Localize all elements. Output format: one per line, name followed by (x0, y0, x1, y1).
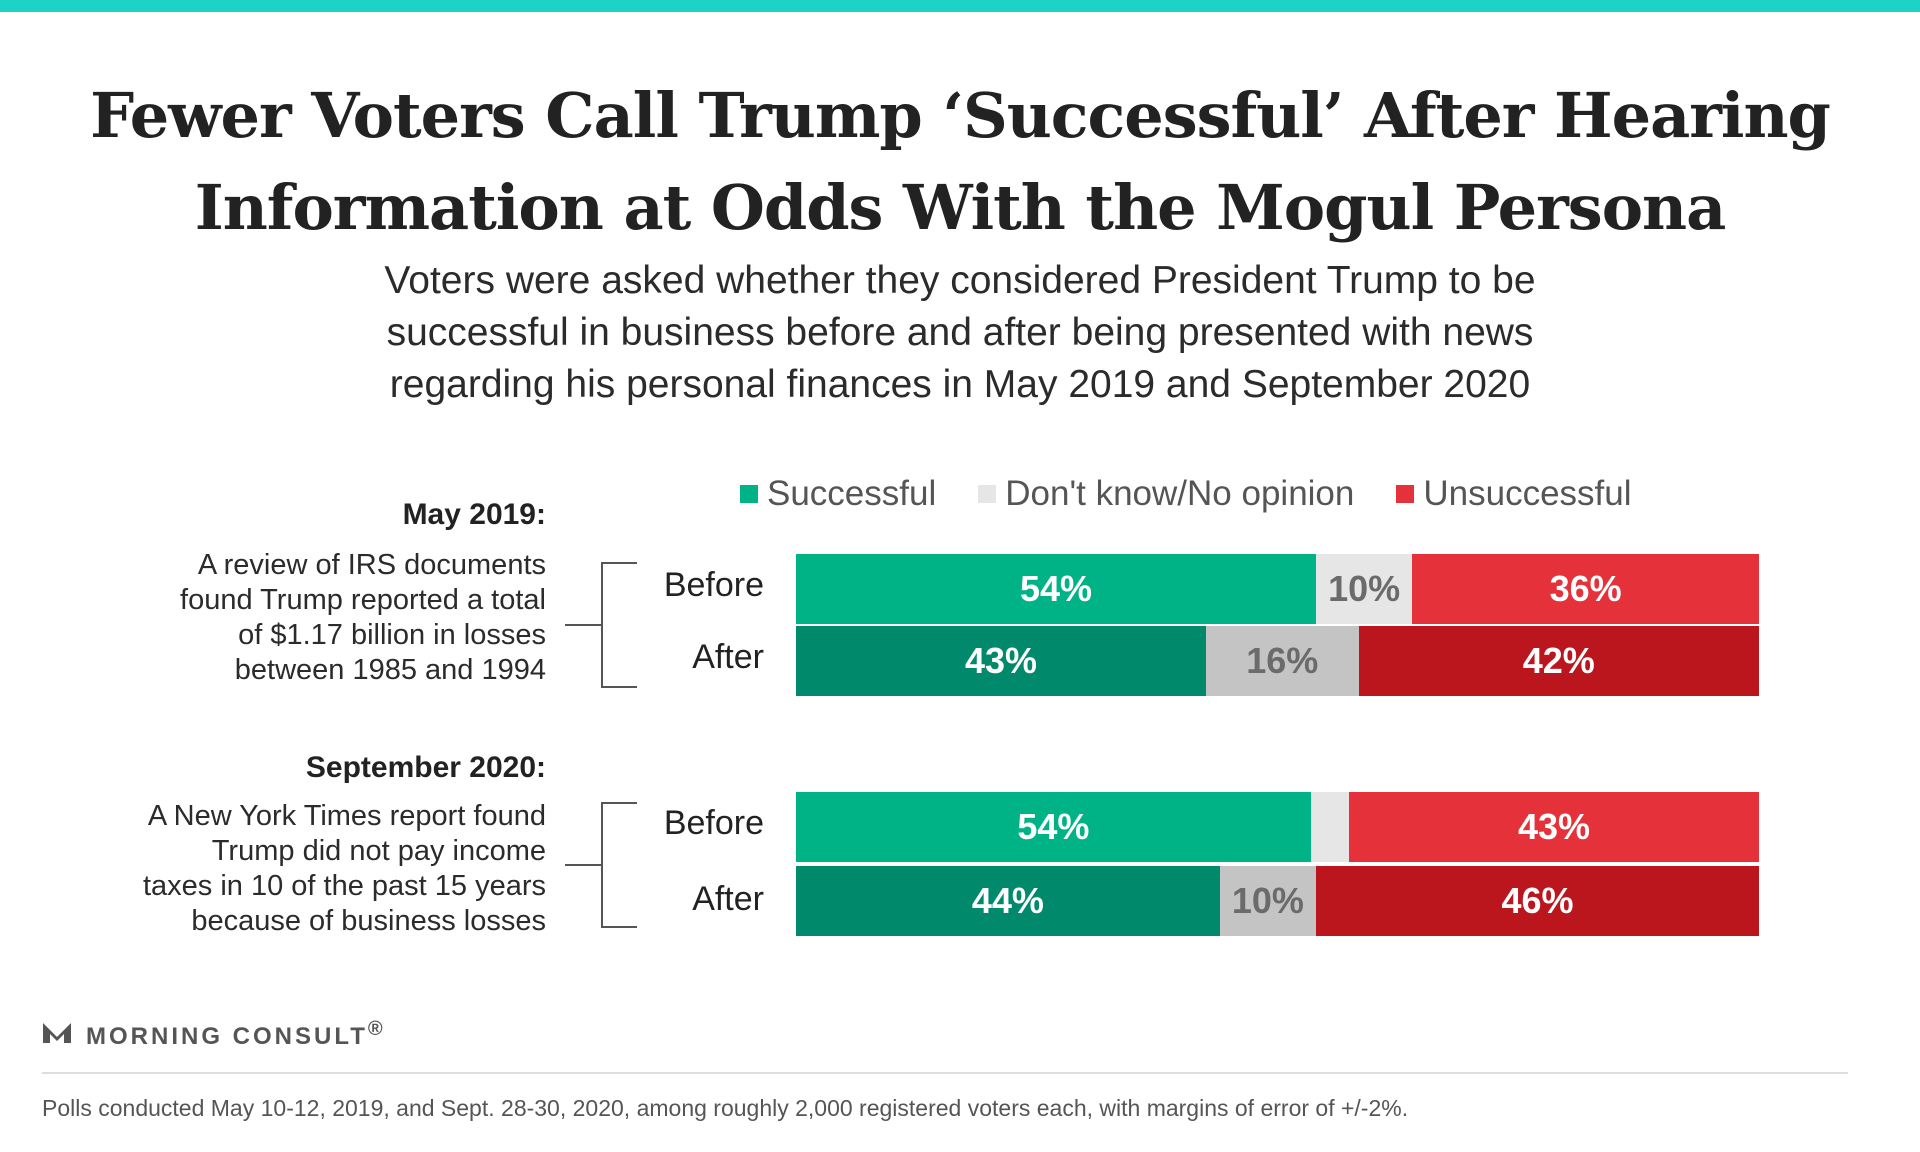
bar-september-2020-after: 44% 10% 46% (796, 866, 1759, 936)
bar-may-2019-before: 54% 10% 36% (796, 554, 1759, 624)
morning-consult-logo: MORNING CONSULT® (42, 1018, 386, 1051)
morning-consult-m-icon (42, 1020, 72, 1049)
data-label: 46% (1501, 880, 1574, 921)
chart-legend: Successful Don't know/No opinion Unsucce… (740, 472, 1674, 516)
bar-segment-unsuccessful: 46% (1316, 866, 1759, 936)
bar-segment-successful: 44% (796, 866, 1220, 936)
chart-subtitle-line-3: regarding his personal finances in May 2… (389, 363, 1531, 406)
chart-subtitle-line-2: successful in business before and after … (386, 311, 1534, 354)
registered-mark: ® (367, 1018, 386, 1040)
data-label: 36% (1549, 568, 1622, 609)
legend-swatch-unsuccessful (1396, 485, 1415, 503)
legend-label-unsuccessful: Unsuccessful (1423, 474, 1632, 513)
row-label-september-2020-before: Before (663, 804, 764, 842)
chart-title: Fewer Voters Call Trump ‘Successful’ Aft… (0, 70, 1920, 254)
bar-segment-successful: 54% (796, 554, 1317, 624)
description-line: between 1985 and 1994 (234, 654, 546, 686)
bar-segment-successful: 54% (796, 792, 1311, 862)
description-line: Trump did not pay income (211, 835, 546, 867)
description-line: found Trump reported a total (180, 584, 546, 616)
footer-divider (42, 1072, 1848, 1074)
group-heading-september-2020: September 2020: (305, 751, 546, 784)
data-label: 43% (964, 640, 1038, 681)
description-line: A New York Times report found (147, 800, 546, 832)
chart-subtitle-line-1: Voters were asked whether they considere… (384, 259, 1536, 302)
row-label-may-2019-before: Before (663, 566, 764, 604)
group-description-september-2020: A New York Times report found Trump did … (26, 799, 546, 939)
description-line: taxes in 10 of the past 15 years (142, 870, 546, 902)
legend-item-unsuccessful: Unsuccessful (1396, 474, 1632, 514)
chart-title-line-2: Information at Odds With the Mogul Perso… (194, 171, 1727, 244)
group-bracket-september-2020 (565, 802, 637, 928)
group-bracket-may-2019 (565, 562, 637, 688)
bar-segment-dont-know (1310, 792, 1349, 862)
data-label: 54% (1017, 806, 1090, 847)
data-label: 54% (1019, 568, 1093, 609)
bar-may-2019-after: 43% 16% 42% (796, 626, 1759, 696)
group-description-may-2019: A review of IRS documents found Trump re… (26, 548, 546, 688)
bar-segment-unsuccessful: 43% (1348, 792, 1759, 862)
row-label-september-2020-after: After (692, 880, 764, 918)
description-line: of $1.17 billion in losses (238, 619, 546, 651)
legend-item-successful: Successful (740, 474, 936, 514)
data-label: 43% (1517, 806, 1590, 847)
data-label: 44% (971, 880, 1044, 921)
morning-consult-wordmark: MORNING CONSULT® (86, 1018, 386, 1051)
data-label: 42% (1522, 640, 1595, 681)
bar-segment-dont-know: 10% (1316, 554, 1413, 624)
legend-item-dont-know: Don't know/No opinion (978, 474, 1354, 514)
bar-segment-dont-know: 10% (1219, 866, 1317, 936)
group-heading-may-2019: May 2019: (402, 498, 546, 531)
data-label: 10% (1328, 568, 1401, 609)
row-label-may-2019-after: After (692, 638, 764, 676)
bar-september-2020-before: 54% 43% (796, 792, 1759, 862)
bar-segment-successful: 43% (796, 626, 1206, 696)
description-line: because of business losses (191, 905, 546, 937)
footnote: Polls conducted May 10-12, 2019, and Sep… (42, 1095, 1409, 1121)
data-label: 10% (1231, 880, 1304, 921)
bar-segment-unsuccessful: 36% (1412, 554, 1759, 624)
legend-swatch-successful (740, 485, 758, 503)
legend-swatch-dont-know (978, 485, 997, 503)
legend-label-dont-know: Don't know/No opinion (1005, 474, 1355, 513)
description-line: A review of IRS documents (197, 549, 546, 581)
data-label: 16% (1246, 640, 1319, 681)
brand-name: MORNING CONSULT (86, 1023, 368, 1050)
chart-subtitle: Voters were asked whether they considere… (0, 255, 1920, 411)
chart-title-line-1: Fewer Voters Call Trump ‘Successful’ Aft… (90, 79, 1831, 152)
top-accent-rule (0, 0, 1920, 12)
bar-segment-dont-know: 16% (1205, 626, 1359, 696)
legend-label-successful: Successful (767, 474, 937, 513)
bar-segment-unsuccessful: 42% (1358, 626, 1759, 696)
